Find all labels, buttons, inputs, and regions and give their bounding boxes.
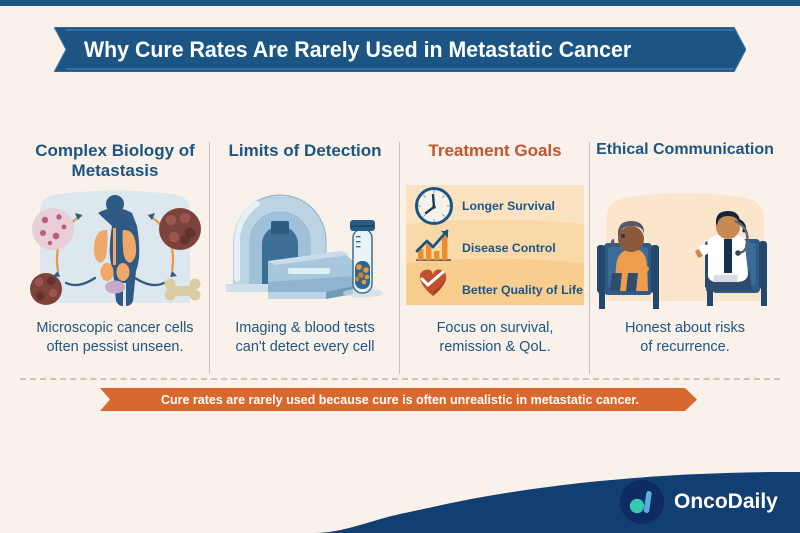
svg-text:Longer Survival: Longer Survival: [462, 199, 555, 213]
svg-text:Disease Control: Disease Control: [462, 241, 556, 255]
svg-text:Better Quality of Life: Better Quality of Life: [462, 283, 583, 297]
